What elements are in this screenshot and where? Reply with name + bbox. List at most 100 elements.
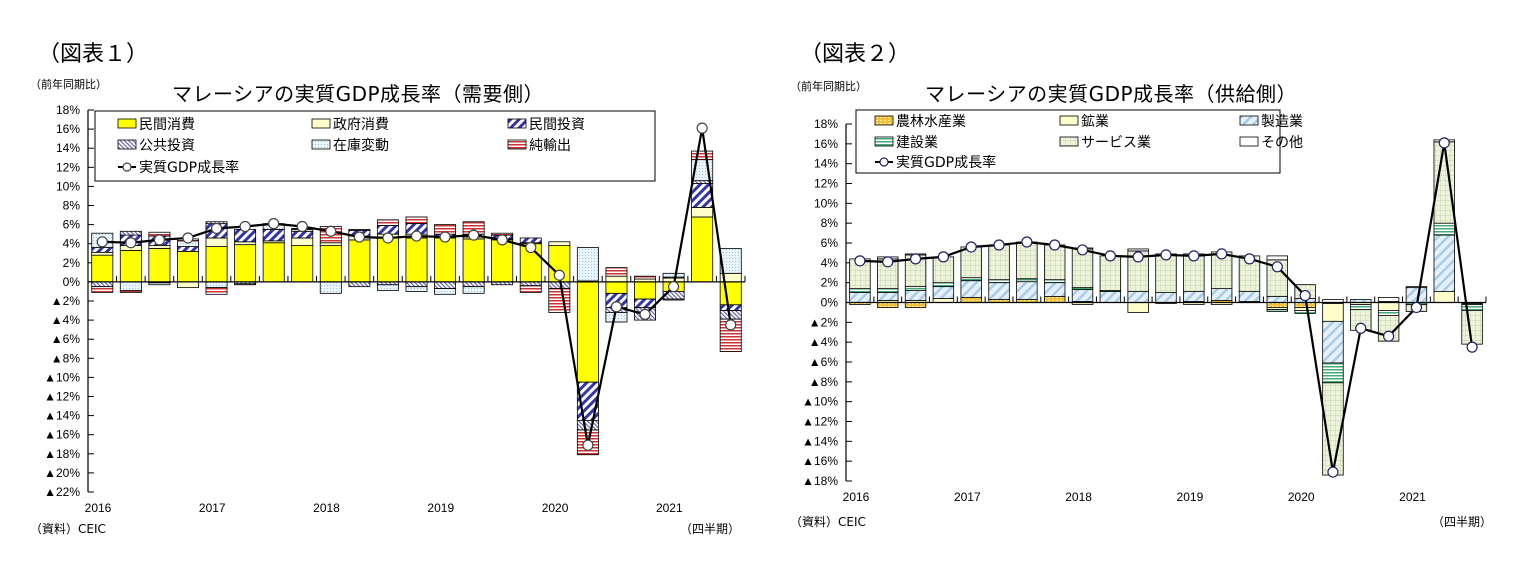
y-tick-label: ▲14%	[44, 409, 80, 423]
bar-segment-0-4-13	[462, 286, 485, 294]
bar-segment-0-2-6	[262, 228, 285, 242]
gdp-growth-point-17	[582, 439, 594, 451]
gdp-growth-point-19	[639, 308, 651, 320]
bar-segment-0-5-5	[234, 283, 257, 286]
y-tick-label: ▲10%	[802, 395, 838, 409]
gdp-growth-point-12	[439, 231, 451, 243]
bar-segment-1-3-2	[904, 286, 927, 291]
y-tick-label: 16%	[814, 137, 838, 151]
y-tick-label: ▲20%	[44, 466, 80, 480]
bar-segment-0-0-6	[262, 242, 285, 283]
legend-label-0: 農林水産業	[896, 114, 966, 130]
bar-segment-0-0-2	[148, 248, 171, 283]
gdp-growth-point-13	[1216, 248, 1228, 260]
y-tick-label: 6%	[821, 236, 839, 250]
legend-swatch-5	[1239, 136, 1259, 147]
y-tick-label: 10%	[56, 179, 80, 193]
gdp-growth-point-13	[468, 229, 480, 241]
bar-segment-1-2-20	[1405, 287, 1428, 303]
gdp-growth-point-12	[1188, 250, 1200, 262]
legend-swatch-0	[117, 118, 137, 129]
bar-segment-1-3-21	[1433, 222, 1455, 236]
bar-segment-0-2-21	[691, 183, 714, 208]
bar-segment-1-3-22	[1461, 304, 1483, 311]
bar-segment-0-4-8	[319, 281, 342, 294]
bar-segment-0-1-7	[291, 237, 314, 247]
bar-segment-0-5-1	[119, 290, 142, 293]
y-tick-label: ▲14%	[802, 434, 838, 448]
bar-segment-0-3-11	[405, 281, 428, 288]
bar-segment-0-4-12	[434, 288, 457, 295]
bar-segment-1-1-21	[1433, 291, 1455, 303]
bar-segment-1-2-7	[1044, 282, 1066, 297]
gdp-growth-point-14	[1243, 253, 1256, 265]
gdp-growth-point-3	[182, 232, 194, 244]
bar-segment-1-3-15	[1266, 309, 1288, 312]
bar-segment-0-0-13	[462, 238, 485, 283]
figure-2-source: （資料）CEIC	[790, 515, 866, 529]
bar-segment-0-1-18	[605, 275, 628, 283]
bar-segment-0-4-10	[376, 284, 399, 291]
gdp-growth-point-19	[1383, 330, 1395, 342]
legend-swatch-0	[874, 115, 894, 126]
legend-swatch-3	[874, 136, 894, 147]
legend-label-5: 純輸出	[529, 138, 571, 154]
x-year-label: 2016	[843, 490, 870, 504]
bar-segment-0-3-12	[434, 281, 457, 289]
gdp-growth-point-15	[525, 241, 537, 254]
bar-segment-1-0-1	[877, 302, 899, 308]
gdp-growth-point-4	[210, 222, 223, 235]
legend-swatch-2	[1239, 115, 1259, 126]
bar-segment-0-4-22	[719, 248, 742, 274]
bar-segment-0-1-21	[691, 207, 714, 218]
x-year-label: 2018	[313, 501, 340, 515]
bar-segment-1-2-15	[1266, 296, 1288, 303]
bar-segment-0-0-21	[691, 216, 714, 283]
gdp-growth-point-4	[965, 241, 977, 253]
bar-segment-1-2-2	[904, 290, 927, 301]
figure-1-label: （図表１）	[38, 42, 149, 67]
y-tick-label: 14%	[56, 141, 80, 155]
y-tick-label: ▲2%	[809, 315, 839, 329]
bar-segment-1-3-0	[849, 288, 871, 293]
gdp-growth-point-2	[909, 253, 922, 265]
bar-segment-1-1-17	[1322, 303, 1344, 322]
gdp-growth-point-0	[96, 236, 108, 248]
y-tick-label: 16%	[56, 122, 80, 136]
legend-label-1: 政府消費	[333, 117, 389, 133]
bar-segment-0-4-18	[605, 312, 628, 323]
bar-segment-0-4-20	[662, 272, 685, 278]
gdp-growth-point-1	[125, 237, 137, 249]
gdp-growth-point-22	[725, 319, 737, 331]
y-tick-label: ▲8%	[51, 351, 81, 365]
x-year-label: 2019	[1177, 490, 1204, 504]
bar-segment-0-1-16	[548, 241, 571, 247]
figure-1-source: （資料）CEIC	[30, 522, 106, 536]
x-year-label: 2017	[199, 501, 226, 515]
bar-segment-1-2-0	[849, 292, 871, 303]
bar-segment-0-1-3	[177, 281, 199, 289]
bar-segment-1-3-5	[988, 279, 1010, 284]
bar-segment-1-2-6	[1016, 281, 1038, 300]
bar-segment-0-3-0	[91, 281, 114, 288]
x-year-label: 2021	[1399, 490, 1426, 504]
gdp-growth-point-22	[1466, 341, 1478, 353]
bar-segment-1-3-17	[1322, 362, 1344, 384]
bar-segment-1-2-8	[1071, 289, 1094, 302]
y-tick-label: 18%	[814, 117, 838, 131]
bar-segment-1-3-18	[1350, 304, 1372, 310]
bar-segment-0-4-11	[405, 286, 428, 292]
y-tick-label: 4%	[63, 237, 81, 251]
bar-segment-1-2-11	[1155, 292, 1177, 303]
bar-segment-1-2-3	[932, 286, 955, 299]
gdp-growth-point-6	[268, 218, 280, 230]
legend-line-marker	[879, 157, 889, 167]
bar-segment-0-2-22	[719, 304, 742, 311]
bar-segment-0-5-18	[605, 267, 628, 277]
bar-segment-1-2-17	[1322, 320, 1344, 364]
y-tick-label: 12%	[56, 160, 80, 174]
gdp-growth-point-10	[1132, 251, 1144, 263]
legend-label-3: 建設業	[896, 135, 938, 151]
bar-segment-0-0-5	[234, 244, 257, 283]
gdp-growth-point-5	[239, 220, 251, 233]
